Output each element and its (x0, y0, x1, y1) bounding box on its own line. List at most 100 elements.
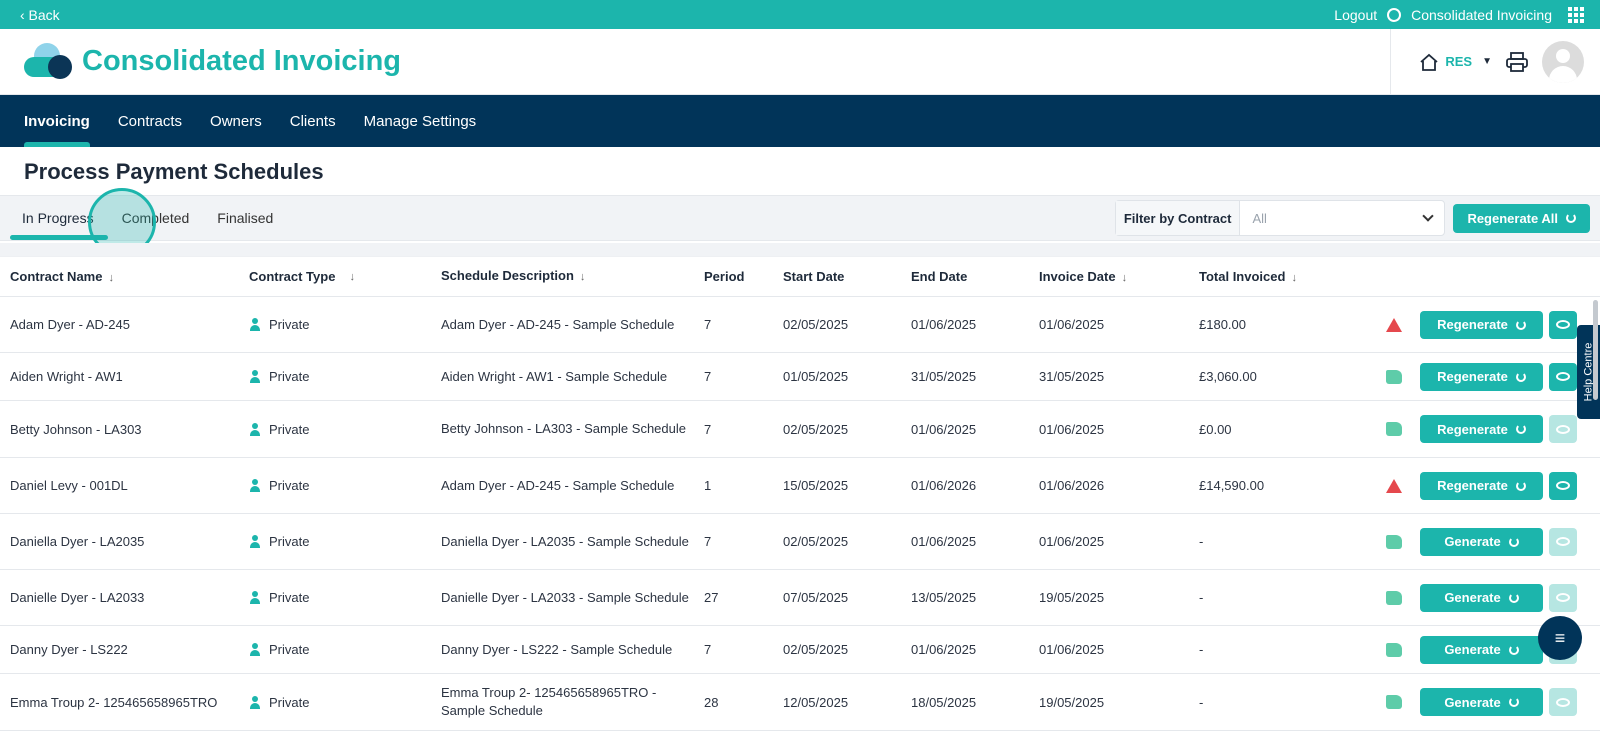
table-row[interactable]: Danielle Dyer - LA2033 Private Danielle Dy… (0, 570, 1600, 626)
person-icon (249, 370, 261, 383)
period: 7 (704, 534, 712, 549)
view-button[interactable] (1549, 688, 1577, 716)
logout-link[interactable]: Logout (1334, 6, 1378, 23)
contract-name: Aiden Wright - AW1 (10, 369, 123, 384)
schedule-description: Adam Dyer - AD-245 - Sample Schedule (441, 477, 675, 493)
user-avatar[interactable] (1542, 40, 1584, 83)
refresh-icon (1515, 371, 1526, 382)
back-link[interactable]: ‹ Back (20, 6, 60, 23)
contract-name: Betty Johnson - LA303 (10, 421, 142, 437)
contract-type: Private (269, 694, 310, 710)
sort-arrow-icon[interactable]: ↓ (1121, 272, 1128, 284)
view-button[interactable] (1549, 362, 1577, 391)
contract-type: Private (269, 317, 310, 332)
end-date: 01/06/2025 (911, 317, 977, 332)
invoice-date: 01/06/2026 (1039, 478, 1105, 493)
contract-name: Emma Troup 2- 125465658965TRO (10, 694, 218, 710)
brand: Consolidated Invoicing (0, 42, 402, 81)
home-icon (1420, 53, 1438, 71)
generate-button[interactable]: Generate (1420, 527, 1543, 556)
nav-clients[interactable]: Clients (289, 112, 336, 130)
invoice-date: 01/06/2025 (1039, 534, 1105, 549)
chevron-down-icon (1422, 210, 1435, 222)
view-button[interactable] (1549, 583, 1577, 612)
contract-name: Danielle Dyer - LA2033 (10, 590, 145, 605)
contract-name: Daniel Levy - 001DL (10, 478, 128, 493)
schedule-description: Betty Johnson - LA303 - Sample Schedule (441, 421, 686, 436)
view-button[interactable] (1549, 527, 1577, 556)
generate-button[interactable]: Generate (1420, 688, 1543, 716)
tab-finalised[interactable]: Finalised (217, 210, 274, 226)
app-switcher-label[interactable]: Consolidated Invoicing (1411, 6, 1552, 23)
tab-in-progress[interactable]: In Progress (10, 196, 108, 240)
sort-arrow-icon[interactable]: ↓ (108, 272, 114, 284)
regenerate-button[interactable]: Regenerate (1420, 310, 1543, 339)
regenerate-button[interactable]: Regenerate (1420, 362, 1543, 391)
printer-icon[interactable] (1506, 51, 1528, 72)
regenerate-button[interactable]: Regenerate (1420, 415, 1543, 443)
table-row[interactable]: Emma Troup 2- 125465658965TRO Private Emma… (0, 674, 1600, 731)
schedule-description: Emma Troup 2- 125465658965TRO - Sample S… (441, 685, 657, 718)
period: 7 (704, 369, 712, 384)
view-button[interactable] (1549, 310, 1577, 339)
table-row[interactable]: Danny Dyer - LS222 Private Danny Dyer - LS… (0, 626, 1600, 674)
filter-label: Filter by Contract (1115, 201, 1241, 235)
property-selector[interactable]: RES ▼ (1419, 53, 1492, 71)
nav-owners[interactable]: Owners (210, 112, 262, 130)
table-body: Adam Dyer - AD-245 Private Adam Dyer - AD-… (0, 297, 1600, 731)
schedule-description: Danny Dyer - LS222 - Sample Schedule (441, 641, 673, 657)
table-header: Contract Name ↓ Contract Type ↓ Schedule D… (0, 257, 1600, 297)
person-icon (249, 535, 261, 548)
end-date: 18/05/2025 (911, 694, 977, 710)
start-date: 02/05/2025 (783, 534, 849, 549)
table-row[interactable]: Aiden Wright - AW1 Private Aiden Wright - … (0, 353, 1600, 401)
thumbs-up-icon (1386, 534, 1402, 549)
thumbs-up-icon (1386, 422, 1402, 436)
logout-icon[interactable] (1387, 7, 1402, 22)
app-logo (24, 42, 72, 81)
contract-filter-select[interactable]: All (1240, 210, 1444, 226)
chat-assistant-button[interactable]: ≡ (1538, 616, 1582, 660)
eye-icon (1556, 593, 1570, 602)
generate-button[interactable]: Generate (1420, 635, 1543, 664)
tab-completed[interactable]: Completed (121, 210, 190, 226)
generate-button[interactable]: Generate (1420, 583, 1543, 612)
sort-arrow-icon[interactable]: ↓ (1291, 272, 1297, 284)
period: 7 (704, 421, 712, 437)
top-bar: ‹ Back Logout Consolidated Invoicing (0, 0, 1600, 29)
total-invoiced: £0.00 (1199, 421, 1232, 437)
tab-bar: In Progress Completed Finalised Filter b… (0, 188, 1600, 256)
contract-type: Private (269, 369, 310, 384)
table-row[interactable]: Adam Dyer - AD-245 Private Adam Dyer - AD-… (0, 297, 1600, 353)
view-button[interactable] (1549, 471, 1577, 500)
table-row[interactable]: Daniel Levy - 001DL Private Adam Dyer - AD… (0, 458, 1600, 514)
person-icon (249, 695, 261, 709)
eye-icon (1556, 372, 1570, 381)
assistant-icon: ≡ (1554, 627, 1566, 648)
total-invoiced: £3,060.00 (1199, 369, 1257, 384)
caret-down-icon: ▼ (1482, 56, 1492, 67)
period: 1 (704, 478, 712, 493)
refresh-icon (1508, 536, 1519, 547)
view-button[interactable] (1549, 415, 1577, 443)
regenerate-button[interactable]: Regenerate (1420, 471, 1543, 500)
nav-manage-settings[interactable]: Manage Settings (363, 112, 477, 130)
sort-arrow-icon[interactable]: ↓ (349, 270, 355, 283)
contract-type: Private (269, 590, 310, 605)
nav-contracts[interactable]: Contracts (117, 112, 183, 130)
regenerate-all-button[interactable]: Regenerate All (1453, 203, 1590, 233)
refresh-icon (1515, 319, 1526, 330)
table-row[interactable]: Daniella Dyer - LA2035 Private Daniella Dy… (0, 514, 1600, 570)
sort-arrow-icon[interactable]: ↓ (579, 271, 586, 283)
filter-value: All (1252, 210, 1267, 226)
invoice-date: 01/06/2025 (1039, 317, 1105, 332)
app-title: Consolidated Invoicing (82, 45, 402, 77)
invoice-date: 19/05/2025 (1039, 694, 1105, 710)
scrollbar[interactable] (1593, 300, 1598, 400)
nav-invoicing[interactable]: Invoicing (24, 95, 90, 147)
schedule-description: Daniella Dyer - LA2035 - Sample Schedule (441, 533, 689, 549)
apps-grid-icon[interactable] (1568, 6, 1584, 23)
eye-icon (1556, 697, 1570, 707)
col-schedule-description: Schedule Description (441, 268, 574, 283)
table-row[interactable]: Betty Johnson - LA303 Private Betty Johnso… (0, 401, 1600, 458)
